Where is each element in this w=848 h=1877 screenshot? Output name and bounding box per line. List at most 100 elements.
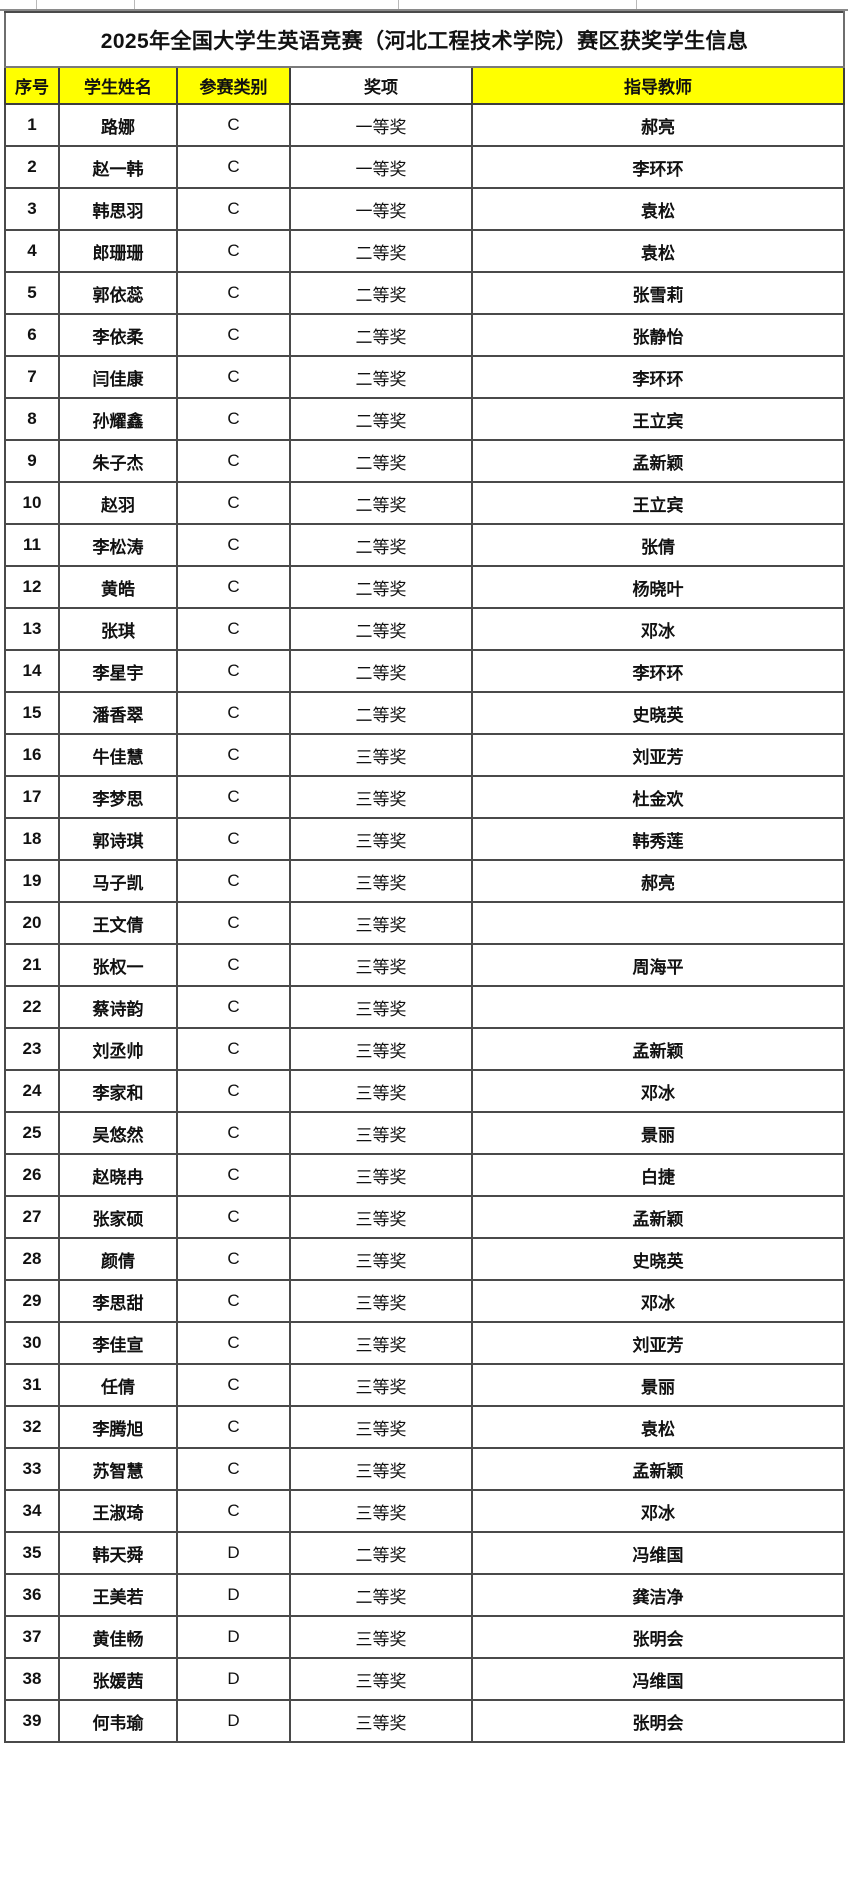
cell-award[interactable]: 三等奖 (289, 817, 473, 861)
cell-name[interactable]: 何韦瑜 (58, 1699, 178, 1743)
cell-category[interactable]: C (176, 859, 291, 903)
cell-category[interactable]: C (176, 1405, 291, 1449)
cell-category[interactable]: C (176, 1279, 291, 1323)
cell-category[interactable]: C (176, 229, 291, 273)
cell-award[interactable]: 三等奖 (289, 985, 473, 1029)
cell-name[interactable]: 吴悠然 (58, 1111, 178, 1155)
cell-category[interactable]: C (176, 271, 291, 315)
cell-award[interactable]: 二等奖 (289, 355, 473, 399)
cell-category[interactable]: D (176, 1699, 291, 1743)
cell-teacher[interactable]: 孟新颖 (470, 1027, 846, 1071)
table-row[interactable]: 21 张权一 C 三等奖 周海平 (4, 943, 846, 987)
column-header-category[interactable]: 参赛类别 (176, 66, 291, 105)
cell-name[interactable]: 王文倩 (58, 901, 178, 945)
table-row[interactable]: 27 张家硕 C 三等奖 孟新颖 (4, 1195, 846, 1239)
table-row[interactable]: 9 朱子杰 C 二等奖 孟新颖 (4, 439, 846, 483)
cell-award[interactable]: 二等奖 (289, 229, 473, 273)
table-row[interactable]: 12 黄皓 C 二等奖 杨晓叶 (4, 565, 846, 609)
cell-name[interactable]: 李思甜 (58, 1279, 178, 1323)
cell-category[interactable]: D (176, 1657, 291, 1701)
cell-index[interactable]: 28 (4, 1237, 60, 1281)
cell-award[interactable]: 二等奖 (289, 649, 473, 693)
cell-name[interactable]: 苏智慧 (58, 1447, 178, 1491)
cell-award[interactable]: 三等奖 (289, 1153, 473, 1197)
cell-teacher[interactable]: 邓冰 (470, 1069, 846, 1113)
cell-category[interactable]: C (176, 439, 291, 483)
table-row[interactable]: 37 黄佳畅 D 三等奖 张明会 (4, 1615, 846, 1659)
cell-category[interactable]: C (176, 1321, 291, 1365)
cell-name[interactable]: 张权一 (58, 943, 178, 987)
table-row[interactable]: 3 韩思羽 C 一等奖 袁松 (4, 187, 846, 231)
table-row[interactable]: 36 王美若 D 二等奖 龚洁净 (4, 1573, 846, 1617)
cell-teacher[interactable]: 张静怡 (470, 313, 846, 357)
cell-teacher[interactable]: 袁松 (470, 187, 846, 231)
cell-name[interactable]: 潘香翠 (58, 691, 178, 735)
cell-teacher[interactable]: 韩秀莲 (470, 817, 846, 861)
table-row[interactable]: 30 李佳宣 C 三等奖 刘亚芳 (4, 1321, 846, 1365)
cell-index[interactable]: 5 (4, 271, 60, 315)
cell-index[interactable]: 6 (4, 313, 60, 357)
cell-award[interactable]: 二等奖 (289, 523, 473, 567)
cell-index[interactable]: 23 (4, 1027, 60, 1071)
cell-category[interactable]: C (176, 523, 291, 567)
cell-teacher[interactable]: 周海平 (470, 943, 846, 987)
table-row[interactable]: 11 李松涛 C 二等奖 张倩 (4, 523, 846, 567)
cell-name[interactable]: 韩天舜 (58, 1531, 178, 1575)
cell-index[interactable]: 24 (4, 1069, 60, 1113)
cell-award[interactable]: 二等奖 (289, 313, 473, 357)
cell-teacher[interactable]: 张倩 (470, 523, 846, 567)
table-row[interactable]: 7 闫佳康 C 二等奖 李环环 (4, 355, 846, 399)
cell-name[interactable]: 李星宇 (58, 649, 178, 693)
cell-award[interactable]: 二等奖 (289, 1531, 473, 1575)
table-row[interactable]: 22 蔡诗韵 C 三等奖 (4, 985, 846, 1029)
cell-name[interactable]: 朱子杰 (58, 439, 178, 483)
cell-name[interactable]: 闫佳康 (58, 355, 178, 399)
table-row[interactable]: 20 王文倩 C 三等奖 (4, 901, 846, 945)
cell-teacher[interactable]: 李环环 (470, 145, 846, 189)
cell-index[interactable]: 30 (4, 1321, 60, 1365)
cell-category[interactable]: C (176, 1195, 291, 1239)
table-row[interactable]: 31 任倩 C 三等奖 景丽 (4, 1363, 846, 1407)
cell-category[interactable]: C (176, 649, 291, 693)
cell-name[interactable]: 李腾旭 (58, 1405, 178, 1449)
cell-category[interactable]: C (176, 1489, 291, 1533)
cell-index[interactable]: 18 (4, 817, 60, 861)
cell-teacher[interactable]: 景丽 (470, 1363, 846, 1407)
cell-category[interactable]: D (176, 1531, 291, 1575)
table-row[interactable]: 29 李思甜 C 三等奖 邓冰 (4, 1279, 846, 1323)
table-row[interactable]: 24 李家和 C 三等奖 邓冰 (4, 1069, 846, 1113)
table-row[interactable]: 23 刘丞帅 C 三等奖 孟新颖 (4, 1027, 846, 1071)
table-row[interactable]: 19 马子凯 C 三等奖 郝亮 (4, 859, 846, 903)
cell-teacher[interactable]: 王立宾 (470, 397, 846, 441)
cell-teacher[interactable]: 冯维国 (470, 1531, 846, 1575)
table-row[interactable]: 15 潘香翠 C 二等奖 史晓英 (4, 691, 846, 735)
cell-category[interactable]: C (176, 187, 291, 231)
cell-teacher[interactable]: 袁松 (470, 229, 846, 273)
cell-category[interactable]: C (176, 1153, 291, 1197)
cell-category[interactable]: C (176, 1447, 291, 1491)
cell-teacher[interactable]: 景丽 (470, 1111, 846, 1155)
cell-category[interactable]: C (176, 607, 291, 651)
cell-name[interactable]: 李松涛 (58, 523, 178, 567)
table-row[interactable]: 10 赵羽 C 二等奖 王立宾 (4, 481, 846, 525)
cell-teacher[interactable]: 张雪莉 (470, 271, 846, 315)
cell-name[interactable]: 马子凯 (58, 859, 178, 903)
table-row[interactable]: 8 孙耀鑫 C 二等奖 王立宾 (4, 397, 846, 441)
cell-name[interactable]: 郎珊珊 (58, 229, 178, 273)
cell-award[interactable]: 三等奖 (289, 859, 473, 903)
cell-award[interactable]: 三等奖 (289, 1111, 473, 1155)
cell-award[interactable]: 一等奖 (289, 145, 473, 189)
cell-teacher[interactable]: 刘亚芳 (470, 733, 846, 777)
cell-category[interactable]: C (176, 1069, 291, 1113)
cell-index[interactable]: 20 (4, 901, 60, 945)
cell-award[interactable]: 三等奖 (289, 1195, 473, 1239)
cell-index[interactable]: 8 (4, 397, 60, 441)
cell-index[interactable]: 19 (4, 859, 60, 903)
cell-index[interactable]: 17 (4, 775, 60, 819)
cell-index[interactable]: 36 (4, 1573, 60, 1617)
cell-index[interactable]: 4 (4, 229, 60, 273)
cell-teacher[interactable]: 白捷 (470, 1153, 846, 1197)
cell-index[interactable]: 31 (4, 1363, 60, 1407)
cell-teacher[interactable]: 张明会 (470, 1615, 846, 1659)
cell-category[interactable]: C (176, 397, 291, 441)
